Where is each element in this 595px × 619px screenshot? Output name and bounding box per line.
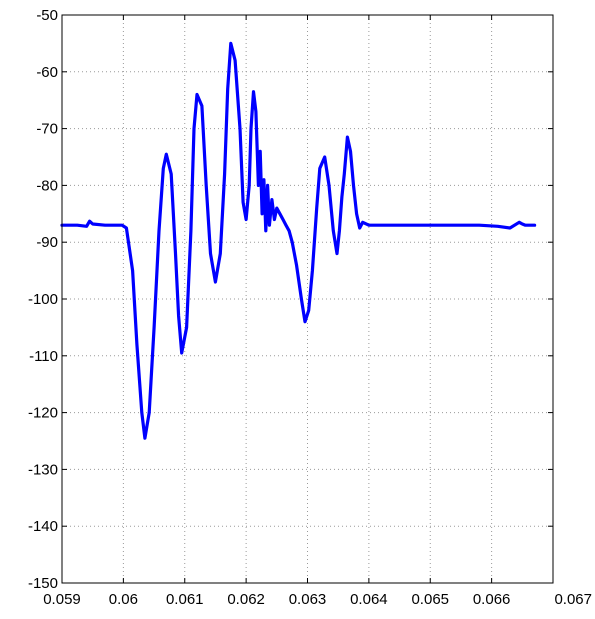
y-tick-label: -80 bbox=[36, 177, 58, 194]
x-tick-label: 0.059 bbox=[43, 591, 81, 608]
x-tick-label: 0.065 bbox=[411, 591, 449, 608]
y-tick-label: -60 bbox=[36, 64, 58, 81]
y-tick-label: -90 bbox=[36, 234, 58, 251]
y-tick-label: -50 bbox=[36, 7, 58, 24]
x-tick-label: 0.066 bbox=[473, 591, 511, 608]
y-tick-label: -130 bbox=[28, 461, 58, 478]
y-axis: -50 -60 -70 -80 -90 -100 -110 -120 -130 -140 -150 bbox=[28, 7, 553, 592]
y-tick-label: -100 bbox=[28, 291, 58, 308]
series-layer bbox=[60, 41, 537, 440]
x-tick-label: 0.061 bbox=[166, 591, 204, 608]
gridlines bbox=[62, 15, 553, 583]
series-line-0 bbox=[60, 41, 537, 440]
y-tick-label: -150 bbox=[28, 575, 58, 592]
y-tick-label: -110 bbox=[29, 348, 58, 365]
y-tick-label: -70 bbox=[36, 121, 58, 138]
x-axis: 0.059 0.06 0.061 0.062 0.063 0.064 0.065 0.066 0… bbox=[43, 15, 592, 608]
y-tick-label: -120 bbox=[28, 405, 58, 422]
x-tick-label: 0.064 bbox=[350, 591, 388, 608]
x-tick-label: 0.063 bbox=[289, 591, 327, 608]
x-tick-label: 0.062 bbox=[227, 591, 265, 608]
x-tick-label: 0.06 bbox=[109, 591, 138, 608]
y-tick-label: -140 bbox=[28, 518, 58, 535]
x-tick-label: 0.067 bbox=[554, 591, 592, 608]
